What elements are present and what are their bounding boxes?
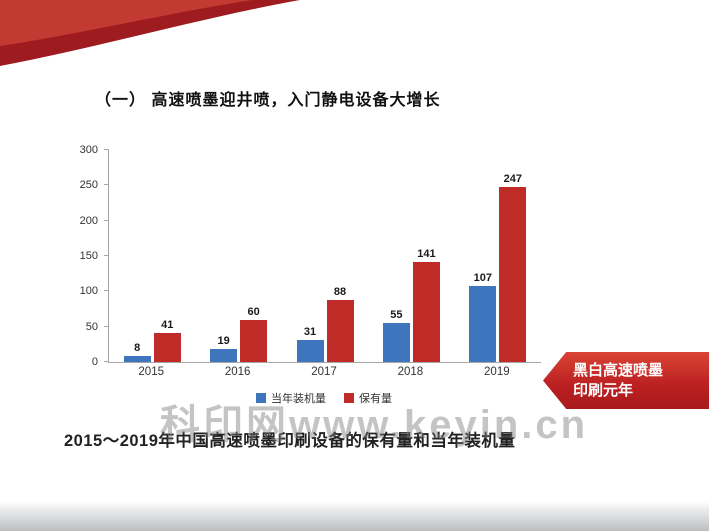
bar-value-label: 31	[303, 326, 317, 339]
highlight-banner: 黑白高速喷墨 印刷元年	[543, 352, 709, 409]
y-tick-label: 100	[79, 285, 98, 298]
ribbon-decoration	[0, 0, 300, 66]
bar-group: 8 41	[109, 150, 195, 362]
x-axis-tick-label: 2016	[224, 366, 251, 378]
bar	[210, 348, 238, 362]
bar-value-label: 55	[390, 309, 403, 322]
y-tick-label: 250	[79, 179, 98, 192]
y-tick-mark	[104, 255, 109, 256]
bar	[240, 319, 268, 362]
bar-value-label: 141	[417, 248, 436, 261]
bar-wrap: 8	[123, 150, 151, 362]
y-tick-mark	[104, 325, 109, 327]
bar-wrap: 60	[240, 150, 268, 362]
bar-wrap: 88	[326, 150, 354, 362]
bar	[123, 356, 151, 362]
bar-group: 31 88	[282, 150, 368, 362]
bar-value-label: 60	[247, 305, 260, 318]
bar-group: 55 141	[368, 150, 454, 362]
bar	[469, 286, 497, 362]
bar-value-label: 19	[217, 334, 230, 347]
bar-group: 107 247	[455, 150, 541, 362]
bar-wrap: 107	[469, 150, 497, 362]
bar-value-label: 247	[503, 173, 522, 186]
legend-label: 当年装机量	[271, 393, 326, 405]
bar-wrap: 41	[153, 150, 181, 362]
banner-line2: 印刷元年	[573, 381, 634, 399]
bar-value-label: 8	[134, 342, 141, 355]
legend-swatch	[256, 393, 266, 403]
slide-title: （一） 高速喷墨迎井喷，入门静电设备大增长	[95, 92, 441, 109]
bar	[412, 262, 440, 362]
bottom-shade	[0, 501, 709, 531]
y-tick-label: 50	[85, 320, 98, 333]
x-axis-tick-label: 2017	[311, 366, 337, 378]
plot-area: 8 41 19 60 31 88 55 141 107 247	[104, 149, 541, 363]
bar	[296, 340, 324, 362]
y-axis: 0 50 100 150 200 250 300	[70, 144, 106, 368]
x-axis-tick-label: 2015	[138, 366, 164, 378]
y-tick-mark	[104, 219, 109, 221]
bar-chart: 0 50 100 150 200 250 300 8 41 19 60 31 88 55 141 107 24…	[70, 144, 552, 418]
chart-caption: 2015～2019年中国高速喷墨印刷设备的保有量和当年装机量	[64, 432, 516, 450]
bar-wrap: 247	[499, 150, 527, 362]
legend-item: 保有量	[344, 390, 392, 406]
bar-wrap: 141	[412, 150, 440, 362]
bar-wrap: 31	[296, 150, 324, 362]
banner-line1: 黑白高速喷墨	[573, 362, 664, 379]
x-axis-tick-label: 2019	[484, 366, 510, 378]
y-tick-mark	[104, 149, 109, 150]
bar-wrap: 19	[210, 150, 238, 362]
bar-wrap: 55	[382, 150, 410, 362]
y-tick-label: 200	[79, 214, 98, 227]
x-axis-labels: 2015 2016 2017 2018 2019	[108, 366, 540, 378]
legend-swatch	[344, 393, 354, 403]
chart-legend: 当年装机量 保有量	[108, 390, 540, 406]
bar	[499, 187, 527, 362]
legend-item: 当年装机量	[256, 390, 326, 406]
bar	[326, 299, 354, 362]
bar-value-label: 107	[473, 272, 492, 285]
legend-label: 保有量	[359, 393, 392, 405]
ribbon-light-band	[0, 0, 252, 46]
y-tick-mark	[104, 290, 109, 292]
bar-value-label: 41	[161, 319, 174, 332]
bar-value-label: 88	[333, 285, 347, 298]
y-tick-label: 0	[91, 356, 98, 368]
bar	[382, 323, 410, 362]
bar	[153, 333, 181, 362]
y-tick-mark	[104, 361, 109, 362]
x-axis-tick-label: 2018	[397, 366, 424, 378]
bar-group: 19 60	[195, 150, 281, 362]
y-tick-mark	[104, 184, 109, 186]
y-tick-label: 150	[79, 250, 98, 262]
y-tick-label: 300	[79, 144, 98, 156]
